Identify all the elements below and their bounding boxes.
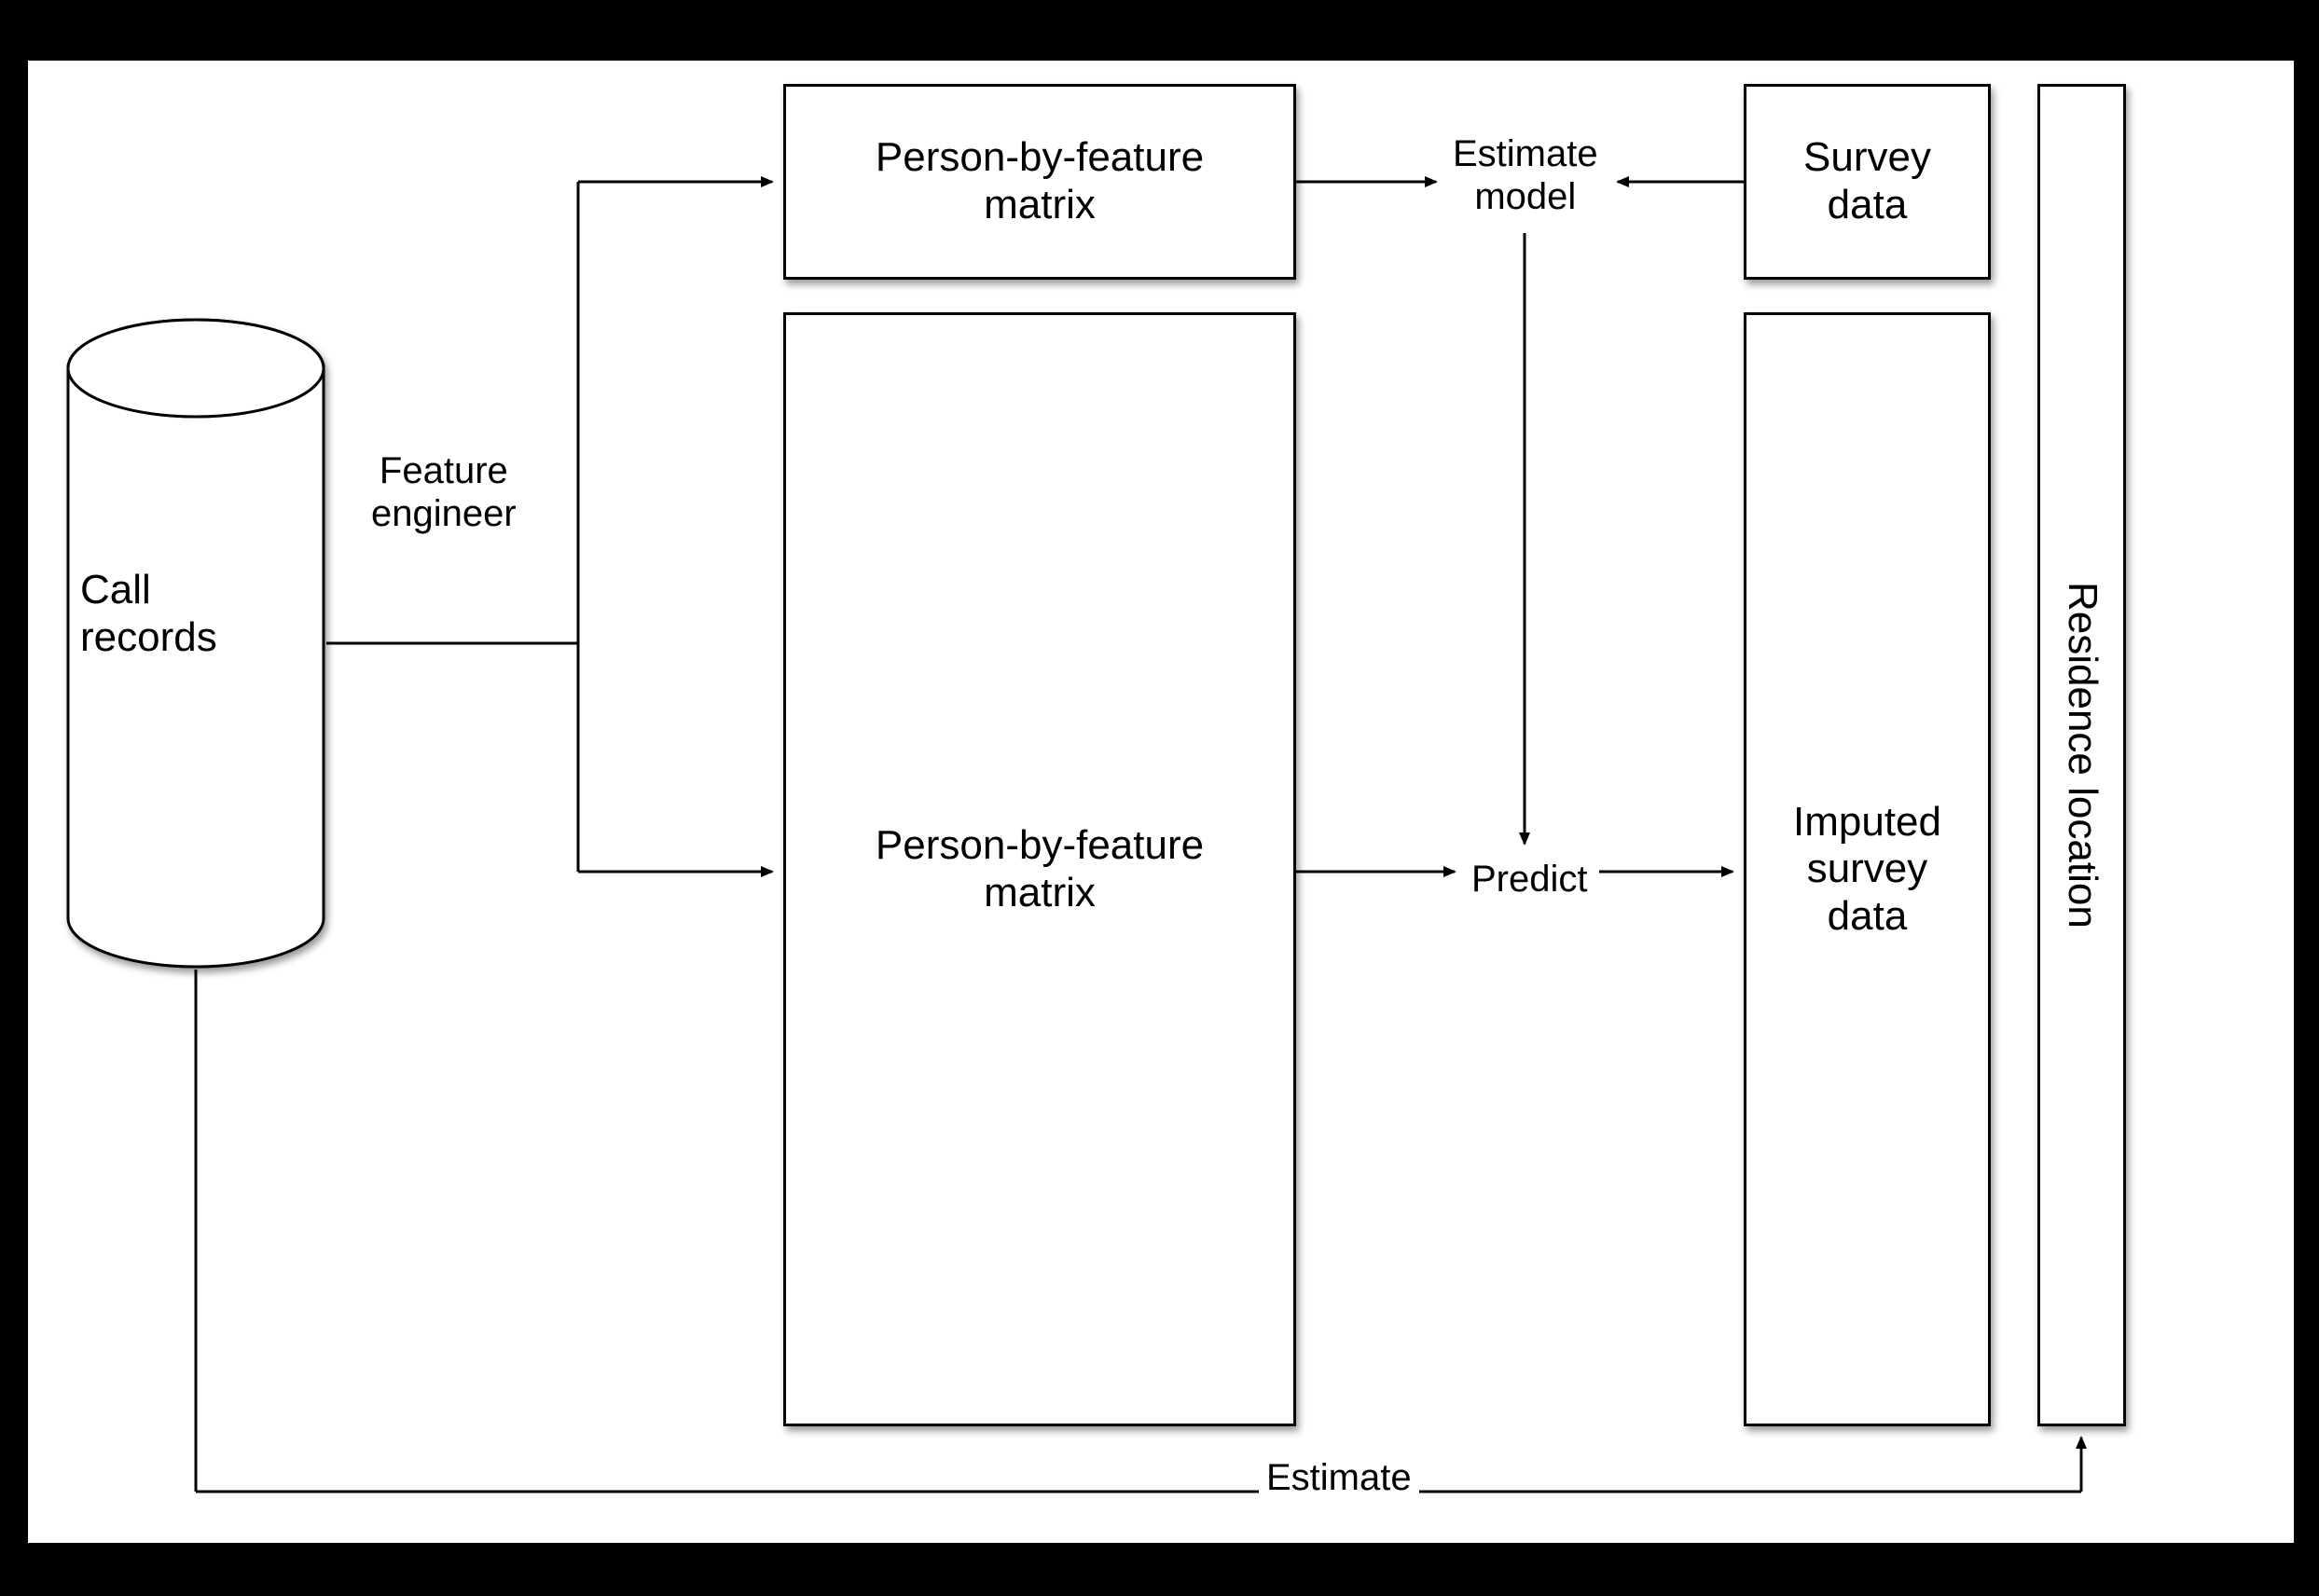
edge-label-estimate: Estimate [1259,1454,1419,1501]
edge-label-feature-engineer: Feature engineer [364,447,524,537]
node-residence-location: Residence location [2037,84,2126,1426]
imputed-survey-data-label-2: survey [1807,846,1928,891]
edge-label-predict: Predict [1464,856,1595,902]
feature-matrix-top-label-1: Person-by-feature [876,134,1204,180]
call-records-label-2: records [80,614,217,660]
diagram-canvas: Call records Person-by-feature matrix Pe… [0,0,2319,1596]
edge-label-estimate-model: Estimate model [1445,131,1606,220]
feature-engineer-line1: Feature [380,450,508,491]
estimate-model-line2: model [1474,176,1576,217]
node-survey-data: Survey data [1744,84,1991,280]
node-feature-matrix-top: Person-by-feature matrix [783,84,1296,280]
residence-location-label: Residence location [2043,574,2120,936]
survey-data-label-1: Survey [1803,134,1931,180]
imputed-survey-data-label-3: data [1828,893,1908,939]
feature-matrix-bottom-label-1: Person-by-feature [876,822,1204,868]
node-imputed-survey-data: Imputed survey data [1744,312,1991,1426]
imputed-survey-data-label-1: Imputed [1793,799,1941,845]
call-records-label-1: Call [80,567,151,612]
feature-engineer-line2: engineer [371,493,517,534]
estimate-model-line1: Estimate [1453,133,1598,174]
feature-matrix-bottom-label-2: matrix [984,870,1096,915]
feature-matrix-top-label-2: matrix [984,182,1096,227]
node-feature-matrix-bottom: Person-by-feature matrix [783,312,1296,1426]
node-call-records: Call records [65,317,326,970]
survey-data-label-2: data [1828,182,1908,227]
